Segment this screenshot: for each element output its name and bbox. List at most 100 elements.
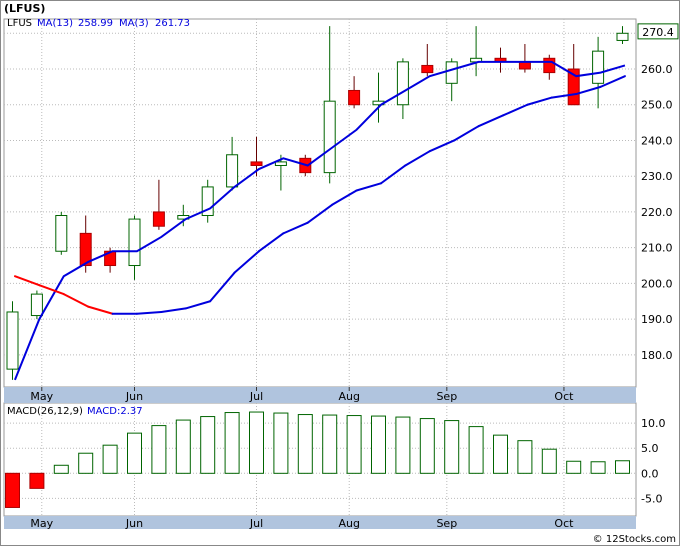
ma13-line bbox=[14, 60, 626, 381]
candle-body bbox=[421, 64, 434, 74]
price-ytick-label: 220.0 bbox=[641, 206, 673, 219]
macd-bar bbox=[517, 440, 533, 474]
macd-bar bbox=[322, 414, 338, 474]
ma3-segment bbox=[355, 182, 382, 192]
candle-body bbox=[543, 57, 556, 74]
candle-body bbox=[250, 161, 263, 166]
month-label-price: May bbox=[30, 390, 53, 403]
month-label-price: Jul bbox=[249, 390, 263, 403]
ma3-segment bbox=[477, 114, 504, 128]
macd-bar bbox=[127, 432, 142, 474]
last-price-label: 270.4 bbox=[642, 26, 674, 39]
price-date-band bbox=[4, 387, 636, 403]
month-label-price: Oct bbox=[554, 390, 574, 403]
month-label-macd: Oct bbox=[554, 517, 574, 530]
macd-bar bbox=[53, 464, 69, 474]
candle-body bbox=[79, 232, 92, 267]
macd-bar bbox=[444, 420, 460, 474]
candle-body bbox=[616, 32, 629, 41]
macd-bar bbox=[590, 461, 606, 474]
ma3-segment bbox=[282, 221, 309, 235]
candle-body bbox=[323, 100, 336, 174]
price-ytick-label: 200.0 bbox=[641, 277, 673, 290]
ma3-segment bbox=[209, 271, 236, 303]
legend-ma3-value: 261.73 bbox=[155, 18, 190, 29]
month-label-macd: Aug bbox=[338, 517, 359, 530]
macd-bar bbox=[200, 416, 216, 474]
legend-ma13-value: 258.99 bbox=[78, 18, 113, 29]
watermark: © 12Stocks.com bbox=[593, 534, 676, 545]
price-ytick-label: 190.0 bbox=[641, 313, 673, 326]
macd-bar bbox=[615, 460, 630, 474]
macd-ytick-label: 5.0 bbox=[641, 442, 659, 455]
candle-body bbox=[567, 68, 580, 106]
month-label-price: Jun bbox=[125, 390, 143, 403]
candle-body bbox=[274, 161, 287, 166]
ma3-segment bbox=[306, 203, 334, 224]
price-ytick-label: 260.0 bbox=[641, 63, 673, 76]
candle-body bbox=[592, 50, 605, 84]
macd-date-band bbox=[4, 516, 636, 529]
legend-ma13-label: MA(13) bbox=[37, 18, 73, 29]
ma3-segment bbox=[233, 250, 260, 274]
month-label-macd: Jun bbox=[125, 517, 143, 530]
macd-bar bbox=[273, 412, 289, 474]
ma3-segment bbox=[160, 307, 187, 313]
macd-bar bbox=[151, 425, 167, 474]
macd-bar bbox=[29, 472, 45, 489]
ticker-title: (LFUS) bbox=[4, 2, 45, 15]
price-ytick-label: 210.0 bbox=[641, 242, 673, 255]
macd-bar bbox=[541, 448, 557, 474]
price-ytick-label: 230.0 bbox=[641, 170, 673, 183]
ma3-segment bbox=[526, 96, 553, 106]
ma3-segment bbox=[38, 284, 65, 296]
macd-bar bbox=[102, 444, 118, 474]
ma3-segment bbox=[575, 85, 602, 96]
macd-bar bbox=[395, 416, 411, 474]
candle-body bbox=[348, 89, 361, 106]
month-label-macd: Jul bbox=[249, 517, 263, 530]
macd-bar bbox=[346, 415, 362, 474]
ma3-segment bbox=[404, 150, 431, 167]
legend-ma3-label: MA(3) bbox=[119, 18, 149, 29]
candle-body bbox=[201, 186, 214, 217]
macd-bar bbox=[78, 452, 94, 474]
ma3-segment bbox=[599, 75, 626, 88]
candle-body bbox=[6, 311, 19, 370]
macd-bar bbox=[566, 460, 582, 474]
macd-ytick-label: -5.0 bbox=[641, 492, 662, 505]
candle-body bbox=[445, 61, 458, 84]
macd-bar bbox=[249, 411, 264, 474]
candle-body bbox=[226, 154, 239, 188]
last-price-box bbox=[637, 23, 679, 40]
price-ytick-label: 250.0 bbox=[641, 99, 673, 112]
month-label-price: Sep bbox=[436, 390, 457, 403]
ma3-segment bbox=[62, 293, 90, 308]
macd-bar bbox=[493, 434, 508, 474]
macd-bar bbox=[468, 426, 484, 474]
ma3-segment bbox=[550, 93, 578, 99]
ma3-segment bbox=[135, 310, 163, 315]
macd-bar bbox=[419, 418, 435, 474]
ma3-segment bbox=[428, 139, 456, 153]
candle-body bbox=[152, 211, 165, 227]
ma3-segment bbox=[501, 103, 529, 117]
macd-bar bbox=[175, 419, 191, 474]
macd-bar bbox=[371, 415, 386, 474]
candle-body bbox=[30, 293, 43, 317]
macd-bar bbox=[5, 472, 20, 508]
candle-body bbox=[55, 215, 68, 252]
ma3-segment bbox=[379, 164, 407, 185]
macd-panel bbox=[3, 402, 637, 517]
price-panel bbox=[3, 18, 637, 388]
ma3-segment bbox=[184, 300, 212, 310]
price-ytick-label: 240.0 bbox=[641, 134, 673, 147]
macd-legend-value: MACD:2.37 bbox=[87, 406, 143, 417]
month-label-macd: May bbox=[30, 517, 53, 530]
ma3-segment bbox=[257, 232, 285, 253]
price-ytick-label: 180.0 bbox=[641, 349, 673, 362]
candle-body bbox=[518, 61, 531, 70]
legend-symbol: LFUS bbox=[7, 18, 32, 29]
candle-body bbox=[396, 61, 409, 106]
